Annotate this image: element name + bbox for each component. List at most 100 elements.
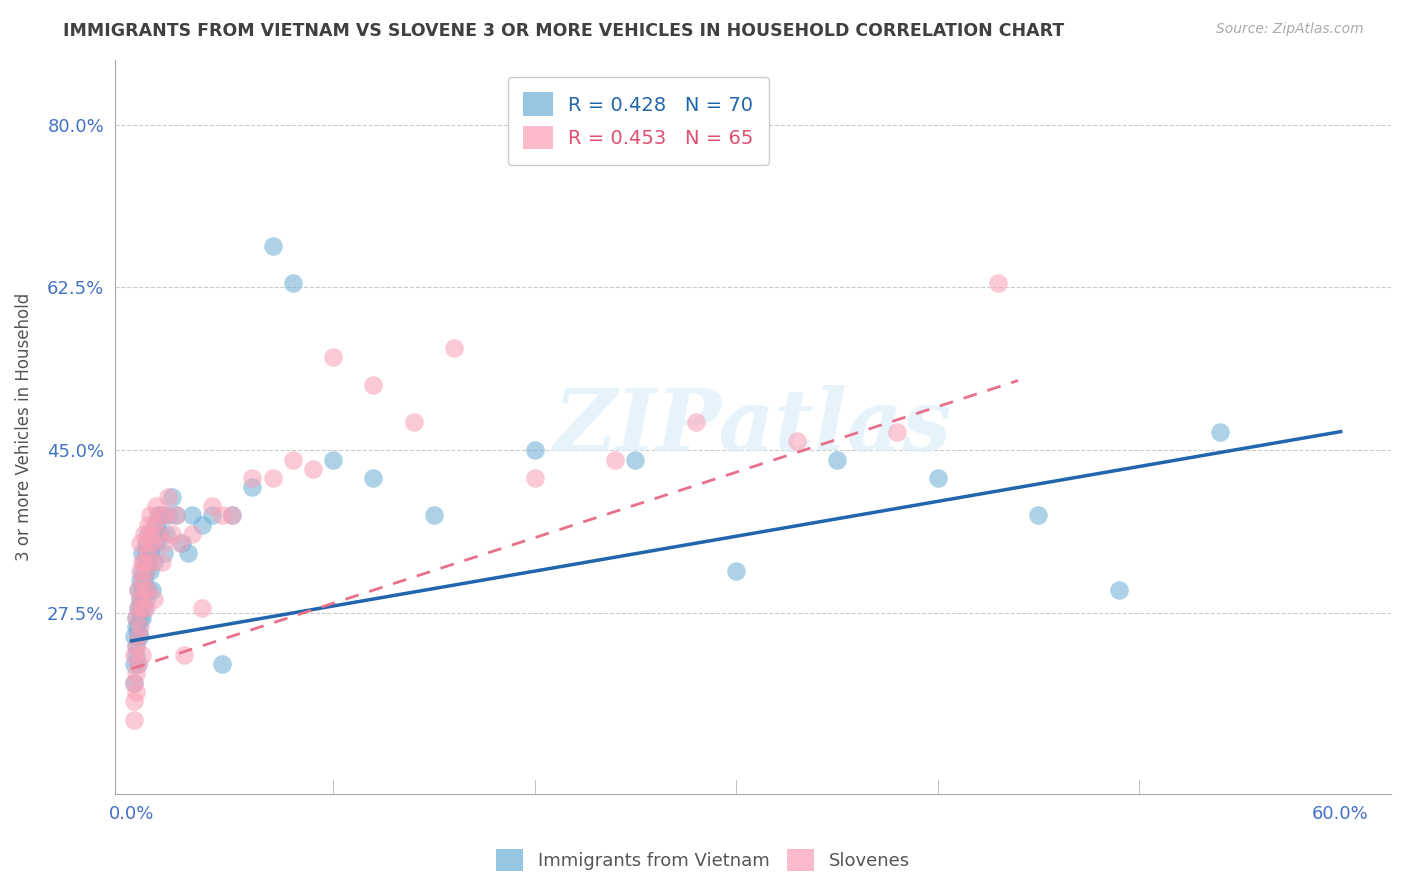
Point xyxy=(156,508,179,523)
Point xyxy=(122,675,145,690)
Point xyxy=(523,443,546,458)
Point xyxy=(142,592,165,607)
Point xyxy=(927,471,949,485)
Text: ZIPatlas: ZIPatlas xyxy=(554,385,952,468)
Point xyxy=(135,564,157,578)
Point xyxy=(221,508,243,523)
Point xyxy=(155,508,177,523)
Point xyxy=(127,582,149,597)
Point xyxy=(128,610,150,624)
Point xyxy=(122,629,145,643)
Point xyxy=(725,564,748,578)
Point xyxy=(191,517,214,532)
Point xyxy=(886,425,908,439)
Point xyxy=(138,545,160,559)
Point xyxy=(131,582,153,597)
Point xyxy=(136,527,159,541)
Point xyxy=(127,629,149,643)
Point xyxy=(132,582,155,597)
Point xyxy=(127,582,149,597)
Point xyxy=(165,508,187,523)
Point xyxy=(122,713,145,727)
Point xyxy=(1209,425,1232,439)
Point xyxy=(173,648,195,662)
Point xyxy=(177,545,200,559)
Point xyxy=(124,610,146,624)
Point xyxy=(131,564,153,578)
Point xyxy=(786,434,808,448)
Point xyxy=(124,620,146,634)
Y-axis label: 3 or more Vehicles in Household: 3 or more Vehicles in Household xyxy=(15,293,32,561)
Point xyxy=(146,527,169,541)
Point xyxy=(242,471,264,485)
Point xyxy=(142,555,165,569)
Point xyxy=(131,574,153,588)
Point xyxy=(221,508,243,523)
Point xyxy=(128,620,150,634)
Point xyxy=(138,527,160,541)
Point xyxy=(1028,508,1050,523)
Point xyxy=(128,564,150,578)
Point xyxy=(132,555,155,569)
Point xyxy=(136,582,159,597)
Point xyxy=(423,508,446,523)
Point xyxy=(131,610,153,624)
Point xyxy=(145,517,167,532)
Point xyxy=(160,490,183,504)
Point xyxy=(156,490,179,504)
Text: IMMIGRANTS FROM VIETNAM VS SLOVENE 3 OR MORE VEHICLES IN HOUSEHOLD CORRELATION C: IMMIGRANTS FROM VIETNAM VS SLOVENE 3 OR … xyxy=(63,22,1064,40)
Point xyxy=(124,639,146,653)
Point xyxy=(262,471,284,485)
Point xyxy=(132,601,155,615)
Point xyxy=(122,694,145,708)
Point xyxy=(135,592,157,607)
Point xyxy=(128,536,150,550)
Point xyxy=(363,378,385,392)
Point xyxy=(149,508,172,523)
Point xyxy=(201,499,224,513)
Point xyxy=(132,574,155,588)
Point xyxy=(131,555,153,569)
Point xyxy=(322,452,344,467)
Point xyxy=(142,517,165,532)
Point xyxy=(136,517,159,532)
Point xyxy=(322,350,344,364)
Point xyxy=(302,462,325,476)
Point xyxy=(127,657,149,672)
Point xyxy=(145,499,167,513)
Point xyxy=(201,508,224,523)
Point xyxy=(1108,582,1130,597)
Point xyxy=(132,555,155,569)
Point xyxy=(124,610,146,624)
Point xyxy=(160,527,183,541)
Point xyxy=(181,508,204,523)
Point xyxy=(127,601,149,615)
Point xyxy=(135,601,157,615)
Point xyxy=(128,592,150,607)
Point xyxy=(141,536,163,550)
Point xyxy=(128,592,150,607)
Point xyxy=(136,545,159,559)
Point xyxy=(138,508,160,523)
Point xyxy=(155,527,177,541)
Point xyxy=(122,675,145,690)
Point xyxy=(127,657,149,672)
Legend: R = 0.428   N = 70, R = 0.453   N = 65: R = 0.428 N = 70, R = 0.453 N = 65 xyxy=(508,77,769,165)
Point xyxy=(124,639,146,653)
Point xyxy=(142,527,165,541)
Point xyxy=(141,555,163,569)
Point xyxy=(191,601,214,615)
Point xyxy=(127,601,149,615)
Point xyxy=(128,629,150,643)
Point xyxy=(128,574,150,588)
Point xyxy=(152,536,174,550)
Point xyxy=(132,582,155,597)
Point xyxy=(281,452,304,467)
Point xyxy=(149,527,172,541)
Point xyxy=(169,536,191,550)
Point xyxy=(211,657,233,672)
Point xyxy=(132,527,155,541)
Point xyxy=(181,527,204,541)
Point xyxy=(127,620,149,634)
Point xyxy=(146,508,169,523)
